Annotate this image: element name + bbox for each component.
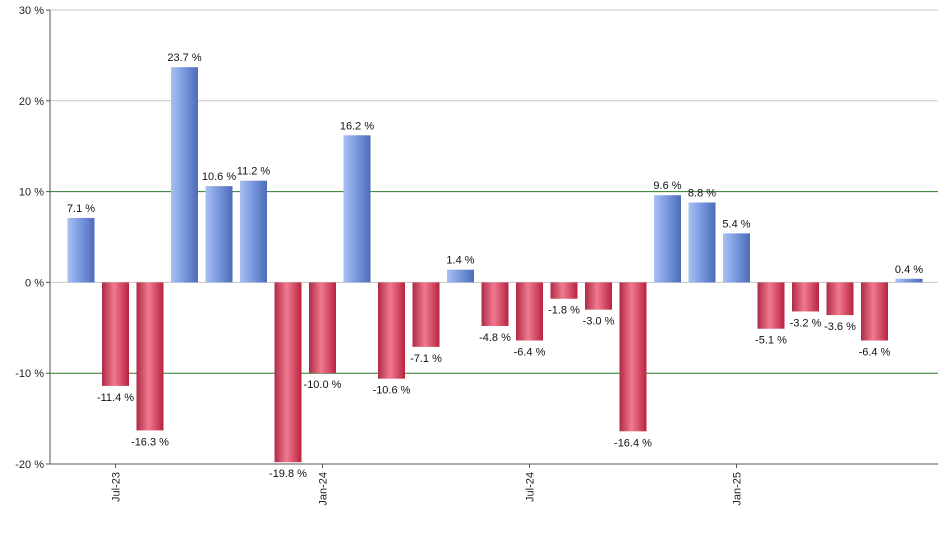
data-label: -6.4 % <box>514 347 546 359</box>
data-label: 9.6 % <box>653 180 681 192</box>
x-tick-label: Jan-25 <box>732 472 744 506</box>
data-label: -1.8 % <box>548 305 580 317</box>
bar <box>550 282 578 299</box>
bar <box>274 282 302 463</box>
y-tick-label: 10 % <box>19 187 44 199</box>
data-label: 16.2 % <box>340 120 374 132</box>
y-tick-label: 0 % <box>25 277 44 289</box>
bar <box>585 282 612 310</box>
data-labels: 7.1 % -11.4 % -16.3 % 23.7 % 10.6 % 11.2 % -19… <box>67 52 923 480</box>
bar <box>861 282 888 341</box>
data-label: -5.1 % <box>755 335 787 347</box>
y-tick-label: -20 % <box>15 459 44 471</box>
y-tick-label: -10 % <box>15 368 44 380</box>
y-tick-labels: -20 % -10 % 0 % 10 % 20 % 30 % <box>15 5 44 471</box>
bar <box>171 67 198 283</box>
data-label: -6.4 % <box>859 347 891 359</box>
data-label: -19.8 % <box>269 468 307 480</box>
bar <box>516 282 543 341</box>
bar <box>412 282 440 347</box>
data-label: -16.3 % <box>131 436 169 448</box>
data-label: -3.2 % <box>790 317 822 329</box>
bar <box>792 282 819 312</box>
bar <box>102 282 129 386</box>
bar <box>895 278 923 283</box>
y-tick-label: 30 % <box>19 5 44 17</box>
bar <box>378 282 405 379</box>
x-tick-label: Jul-23 <box>111 472 123 502</box>
data-label: 7.1 % <box>67 203 95 215</box>
data-label: -3.6 % <box>824 321 856 333</box>
data-label: -11.4 % <box>97 392 134 404</box>
data-label: 11.2 % <box>237 166 271 178</box>
y-tick-label: 20 % <box>19 96 44 108</box>
data-label: -7.1 % <box>410 353 442 365</box>
bar <box>205 186 233 283</box>
data-label: -3.0 % <box>583 316 615 328</box>
bar <box>240 180 267 283</box>
bar <box>826 282 854 316</box>
bar <box>654 195 681 283</box>
data-label: -10.6 % <box>373 385 411 397</box>
data-label: -10.0 % <box>304 379 342 391</box>
bar <box>67 217 95 283</box>
bar <box>688 202 716 283</box>
data-label: 5.4 % <box>722 218 750 230</box>
bar <box>309 282 336 374</box>
axes <box>46 9 938 468</box>
data-label: 10.6 % <box>202 171 236 183</box>
bar <box>447 269 474 283</box>
bar <box>619 282 647 432</box>
data-label: 0.4 % <box>895 264 923 276</box>
x-tick-label: Jul-24 <box>525 472 537 502</box>
bar <box>481 282 509 326</box>
data-label: 8.8 % <box>688 187 716 199</box>
data-label: -4.8 % <box>479 332 511 344</box>
data-label: 1.4 % <box>446 255 474 267</box>
data-label: -16.4 % <box>614 437 652 449</box>
bar <box>723 233 750 283</box>
data-label: 23.7 % <box>167 52 201 64</box>
bars <box>67 67 923 463</box>
x-tick-labels: Jul-23 Jan-24 Jul-24 Jan-25 <box>111 472 744 506</box>
bar <box>136 282 164 431</box>
x-tick-label: Jan-24 <box>318 472 330 506</box>
bar <box>757 282 785 329</box>
bar <box>343 135 371 283</box>
